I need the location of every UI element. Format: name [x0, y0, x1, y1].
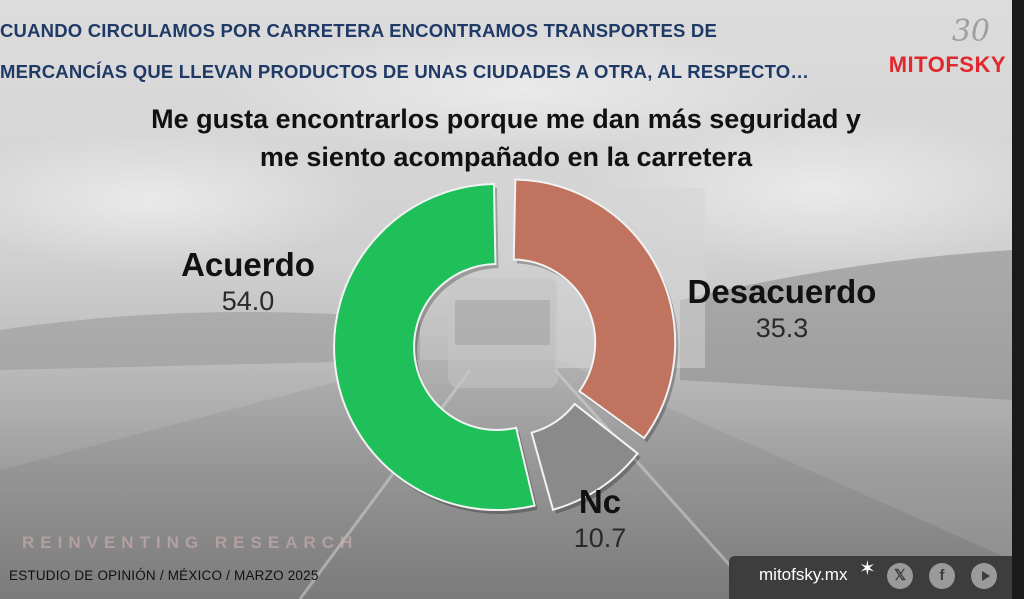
chart-title-line-2: me siento acompañado en la carretera: [259, 142, 753, 172]
website-link[interactable]: mitofsky.mx: [759, 565, 848, 584]
youtube-icon[interactable]: [971, 563, 997, 589]
header-line-1: CUANDO CIRCULAMOS POR CARRETERA ENCONTRA…: [0, 20, 718, 41]
facebook-icon[interactable]: f: [929, 563, 955, 589]
footer-bar: mitofsky.mx ✶ 𝕏 f: [729, 556, 1012, 599]
study-caption: ESTUDIO DE OPINIÓN / MÉXICO / MARZO 2025: [9, 568, 319, 583]
slice-name-desacuerdo: Desacuerdo: [687, 273, 877, 310]
slice-value-desacuerdo: 35.3: [755, 313, 809, 343]
watermark: REINVENTING RESEARCH: [22, 533, 359, 552]
chart-title-line-1: Me gusta encontrarlos porque me dan más …: [151, 104, 861, 134]
slice-label-nc: Nc 10.7: [550, 483, 650, 554]
logo-brand: MITOFSKY: [888, 52, 1006, 77]
slice-name-nc: Nc: [578, 483, 622, 520]
mitofsky-logo: 30 MITOFSKY: [889, 14, 1012, 84]
logo-anniversary-mark: 30: [951, 14, 990, 49]
x-icon[interactable]: 𝕏: [887, 563, 913, 589]
slice-label-acuerdo: Acuerdo 54.0: [168, 246, 328, 317]
slice-name-acuerdo: Acuerdo: [181, 246, 315, 283]
play-icon: [981, 571, 990, 581]
slice-label-desacuerdo: Desacuerdo 35.3: [672, 273, 892, 344]
donut-slice-acuerdo: [333, 183, 536, 511]
slice-value-acuerdo: 54.0: [221, 286, 275, 316]
donut-slice-desacuerdo: [512, 178, 677, 440]
header-line-2: MERCANCÍAS QUE LLEVAN PRODUCTOS DE UNAS …: [0, 61, 810, 82]
spark-icon: ✶: [859, 558, 876, 580]
donut-slice-nc: [530, 402, 639, 511]
slice-value-nc: 10.7: [573, 523, 627, 553]
